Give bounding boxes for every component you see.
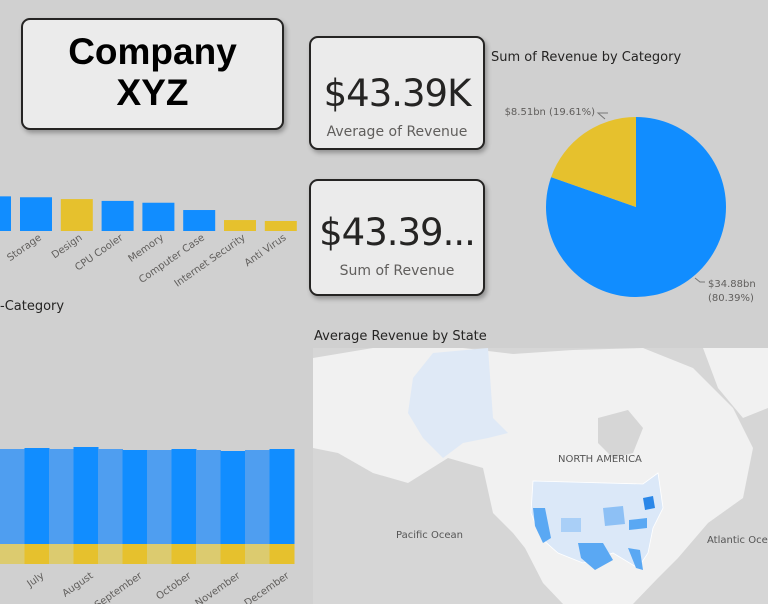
column-10-seg-0[interactable] <box>245 544 270 564</box>
company-title-card: Company XYZ <box>21 18 284 130</box>
column-9-seg-1[interactable] <box>220 451 246 544</box>
column-8-seg-1[interactable] <box>196 450 221 544</box>
column-label-11: December <box>243 570 293 604</box>
bottom-chart-title: -Category <box>0 299 65 314</box>
column-7-seg-1[interactable] <box>171 449 197 544</box>
sum-revenue-label: Sum of Revenue <box>339 263 455 279</box>
pie-chart-title: Sum of Revenue by Category <box>491 50 682 65</box>
average-revenue-value: $43.39K <box>323 72 472 115</box>
column-label-1: July <box>25 570 47 590</box>
column-11-seg-1[interactable] <box>269 449 295 544</box>
bar-label-1: Design <box>50 232 85 261</box>
column-5-seg-0[interactable] <box>122 544 148 564</box>
state-virginia <box>629 518 647 530</box>
bar-label-6: Anti Virus <box>243 232 289 269</box>
column-1-seg-0[interactable] <box>24 544 50 564</box>
revenue-pie-chart[interactable]: $8.51bn (19.61%) $34.88bn (80.39%) <box>495 90 768 315</box>
column-4-seg-0[interactable] <box>98 544 123 564</box>
column-label-3: August <box>60 570 95 599</box>
pie-label-large-pct: (80.39%) <box>708 293 754 304</box>
state-florida <box>628 548 643 570</box>
bar-5[interactable] <box>224 220 256 231</box>
column-3-seg-0[interactable] <box>73 544 99 564</box>
map-label-continent: NORTH AMERICA <box>558 454 642 465</box>
map-label-pacific: Pacific Ocean <box>396 530 463 541</box>
average-revenue-label: Average of Revenue <box>326 124 468 140</box>
hudson-bay <box>598 410 643 458</box>
column-6-seg-1[interactable] <box>147 450 172 544</box>
average-revenue-card[interactable]: $43.39K Average of Revenue <box>309 36 485 150</box>
bar-3[interactable] <box>142 202 175 231</box>
column-5-seg-1[interactable] <box>122 450 148 544</box>
column-7-seg-0[interactable] <box>171 544 197 564</box>
column-1-seg-1[interactable] <box>24 448 50 544</box>
bar-2[interactable] <box>101 200 134 231</box>
column-10-seg-1[interactable] <box>245 450 270 544</box>
pie-label-large: $34.88bn <box>708 279 756 290</box>
state-revenue-map[interactable]: NORTH AMERICA Pacific Ocean Atlantic Oce… <box>313 348 768 604</box>
column-8-seg-0[interactable] <box>196 544 221 564</box>
bar-label-0: Storage <box>5 232 43 263</box>
bar-1[interactable] <box>60 199 93 231</box>
column-6-seg-0[interactable] <box>147 544 172 564</box>
region-alaska <box>408 348 508 458</box>
column-label-9: November <box>194 570 244 604</box>
column-0-seg-1[interactable] <box>0 449 25 544</box>
column-0-seg-0[interactable] <box>0 544 25 564</box>
column-4-seg-1[interactable] <box>98 449 123 544</box>
pie-slice-1[interactable] <box>551 117 636 207</box>
pie-label-small: $8.51bn (19.61%) <box>505 107 596 118</box>
column-3-seg-1[interactable] <box>73 447 99 544</box>
state-california <box>533 508 551 543</box>
column-9-seg-0[interactable] <box>220 544 246 564</box>
column-2-seg-1[interactable] <box>49 449 74 544</box>
column-2-seg-0[interactable] <box>49 544 74 564</box>
pie-leader-small <box>596 112 608 120</box>
bar-6[interactable] <box>264 220 297 231</box>
pie-leader-large <box>694 277 705 283</box>
state-texas <box>578 543 613 570</box>
sum-revenue-value: $43.39... <box>319 211 476 254</box>
state-colorado <box>561 518 581 532</box>
map-canvas[interactable] <box>313 348 768 604</box>
land-greenland <box>703 348 768 418</box>
bar-0[interactable] <box>20 197 52 231</box>
sum-revenue-card[interactable]: $43.39... Sum of Revenue <box>309 179 485 296</box>
state-midwest <box>603 506 625 526</box>
column-label-7: October <box>154 570 194 602</box>
bar-label-5: Internet Security <box>173 232 248 289</box>
map-label-atlantic: Atlantic Ocean <box>707 535 768 546</box>
bar-4[interactable] <box>183 210 216 231</box>
company-title: Company XYZ <box>68 31 237 113</box>
bar-partial[interactable] <box>0 196 11 231</box>
map-title: Average Revenue by State <box>314 329 487 344</box>
column-11-seg-0[interactable] <box>269 544 295 564</box>
column-label-5: September <box>93 570 145 604</box>
state-newyork <box>643 496 655 510</box>
land-north-america <box>313 348 753 604</box>
region-mexico <box>541 553 613 604</box>
